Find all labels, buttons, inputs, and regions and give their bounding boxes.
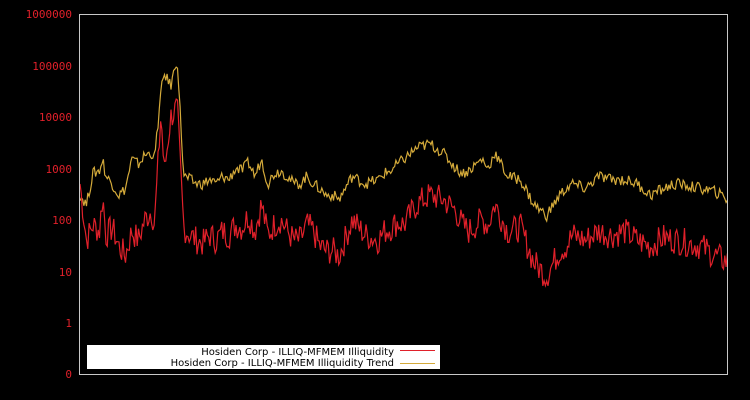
y-tick-label: 1000 [46, 163, 73, 176]
y-tick-label: 10 [59, 266, 72, 279]
legend: Hosiden Corp - ILLIQ-MFMEM Illiquidity H… [87, 345, 440, 369]
y-tick-label: 10000 [39, 111, 72, 124]
y-tick-label: 1000000 [26, 8, 72, 21]
y-tick-label: 100000 [32, 60, 72, 73]
y-axis: 1000000 100000 10000 1000 100 10 1 0 [26, 8, 72, 381]
y-tick-label: 1 [65, 317, 72, 330]
series-trend-line [79, 66, 728, 223]
plot-frame [79, 14, 728, 375]
legend-label-trend: Hosiden Corp - ILLIQ-MFMEM Illiquidity T… [171, 358, 394, 369]
series-layer [79, 66, 728, 288]
series-illiquidity-line [79, 98, 728, 288]
legend-label-illiquidity: Hosiden Corp - ILLIQ-MFMEM Illiquidity [201, 347, 394, 358]
y-tick-label: 100 [52, 214, 72, 227]
y-tick-label: 0 [65, 368, 72, 381]
legend-box [87, 345, 440, 369]
